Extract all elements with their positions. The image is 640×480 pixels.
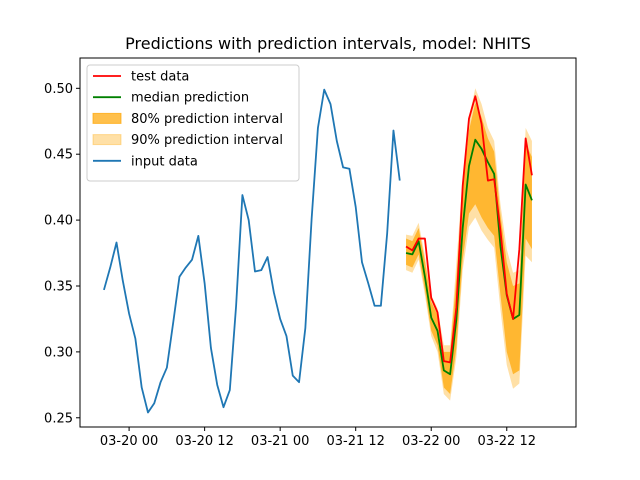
series-input-data — [103, 88, 401, 414]
x-tick-label: 03-20 00 — [100, 434, 158, 449]
x-tick-label: 03-21 00 — [251, 434, 309, 449]
legend-entry: 90% prediction interval — [92, 133, 283, 148]
x-tick-label: 03-22 00 — [402, 434, 460, 449]
plot-frame — [79, 57, 577, 428]
y-axis: 0.25 0.30 0.35 0.40 0.45 0.50 — [44, 82, 80, 426]
x-tick-label: 03-21 12 — [326, 434, 384, 449]
legend-entry: 80% prediction interval — [92, 112, 283, 127]
legend-entry: test data — [93, 70, 189, 85]
legend-box — [86, 64, 300, 182]
x-axis: 03-20 00 03-20 12 03-21 00 03-21 12 03-22 00… — [100, 427, 536, 449]
legend-label: median prediction — [131, 91, 249, 106]
y-tick-label: 0.25 — [44, 411, 73, 426]
series-test-data — [405, 95, 533, 364]
y-tick-label: 0.35 — [44, 279, 73, 294]
legend-entry: median prediction — [93, 91, 249, 106]
legend-label: test data — [131, 70, 189, 85]
y-tick-label: 0.50 — [44, 82, 73, 97]
x-tick-label: 03-22 12 — [478, 434, 536, 449]
y-tick-label: 0.30 — [44, 345, 73, 360]
legend: test data median prediction 80% prediction… — [86, 64, 300, 182]
band-80-prediction-interval — [406, 102, 532, 395]
legend-swatch — [92, 134, 122, 146]
legend-swatch — [92, 112, 122, 124]
legend-entry: input data — [93, 154, 198, 169]
plot-area — [79, 57, 577, 428]
legend-label: 80% prediction interval — [131, 112, 283, 127]
x-tick-label: 03-20 12 — [175, 434, 233, 449]
chart-title: Predictions with prediction intervals, m… — [125, 34, 531, 53]
y-tick-label: 0.40 — [44, 214, 73, 229]
legend-label: input data — [131, 154, 198, 169]
y-tick-label: 0.45 — [44, 148, 73, 163]
legend-label: 90% prediction interval — [131, 133, 283, 148]
